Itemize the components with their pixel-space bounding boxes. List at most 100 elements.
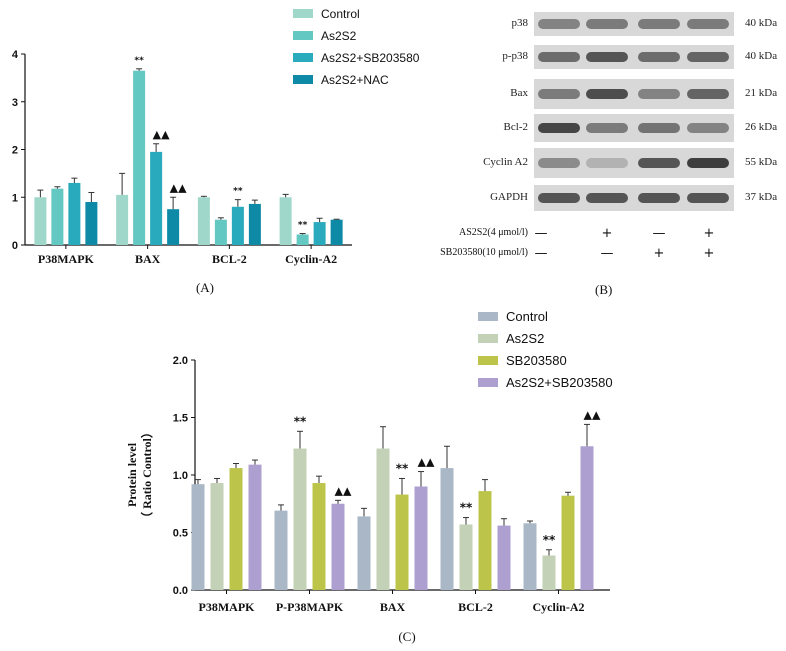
blot-band <box>638 19 680 29</box>
treatment-sign: + <box>653 246 665 261</box>
figure-caption: (A) <box>196 280 214 295</box>
legend-label: As2S2 <box>321 29 357 43</box>
y-axis-label-line2: （ Ratio Control） <box>139 426 154 524</box>
bar <box>312 483 326 590</box>
bar <box>542 555 556 590</box>
y-axis-label-line1: Protein level <box>125 442 139 507</box>
blot-band <box>687 123 729 133</box>
blot-band <box>638 89 680 99</box>
treatment-label: SB203580(10 μmol/l) <box>440 247 528 258</box>
x-category-label: P38MAPK <box>199 600 256 614</box>
x-category-label: BAX <box>135 252 161 266</box>
blot-size-label: 40 kDa <box>745 50 778 62</box>
blot-band <box>538 19 580 29</box>
blot-band <box>538 158 580 168</box>
bar <box>68 182 81 245</box>
caption-b: (B) <box>595 282 613 297</box>
legend-swatch <box>478 356 498 365</box>
significance-marker: ** <box>134 56 144 66</box>
treatment-sign: + <box>601 226 613 241</box>
blot-size-label: 37 kDa <box>745 191 778 203</box>
significance-marker: ▲▲ <box>584 408 601 421</box>
x-category-label: BCL-2 <box>212 252 247 266</box>
legend-swatch <box>478 312 498 321</box>
blot-band <box>586 19 628 29</box>
y-tick-label: 2.0 <box>173 355 188 367</box>
blot-band <box>538 193 580 203</box>
bar <box>85 202 98 245</box>
significance-marker: ** <box>294 414 307 428</box>
blot-label-gapdh: GAPDH <box>490 191 528 203</box>
blot-band <box>687 19 729 29</box>
bar <box>293 448 307 590</box>
y-tick-label: 3 <box>12 97 18 109</box>
bar <box>197 197 210 245</box>
bar <box>229 468 243 590</box>
y-tick-label: 1.5 <box>173 413 188 425</box>
blot-band <box>687 52 729 62</box>
blot-band <box>538 123 580 133</box>
bar <box>331 503 345 590</box>
legend-label: SB203580 <box>506 353 567 368</box>
x-category-label: BAX <box>380 600 406 614</box>
treatment-sign: + <box>703 226 715 241</box>
bar <box>330 219 343 245</box>
legend-label: As2S2 <box>506 331 544 346</box>
x-category-label: BCL-2 <box>458 600 493 614</box>
x-category-label: P38MAPK <box>38 252 95 266</box>
x-category-label: P-P38MAPK <box>276 600 344 614</box>
bar <box>51 188 64 245</box>
legend-label: As2S2+SB203580 <box>321 51 420 65</box>
blot-band <box>538 89 580 99</box>
blot-label-cyclin-a2: Cyclin A2 <box>483 156 528 168</box>
blot-label-p38: p38 <box>511 17 529 29</box>
x-category-label: Cyclin-A2 <box>533 600 585 614</box>
bar <box>357 516 371 590</box>
bar <box>459 524 473 590</box>
legend-swatch <box>293 31 313 40</box>
bar <box>210 483 224 590</box>
treatment-sign: + <box>703 246 715 261</box>
treatment-label: AS2S2(4 μmol/l) <box>459 227 528 238</box>
blot-label-bax: Bax <box>510 87 528 99</box>
blot-band <box>638 158 680 168</box>
bar <box>497 525 511 590</box>
treatment-sign: — <box>534 226 548 241</box>
legend-swatch <box>293 9 313 18</box>
bar <box>296 234 309 245</box>
blot-band <box>687 193 729 203</box>
blot-band <box>586 89 628 99</box>
significance-marker: ▲▲ <box>170 181 187 194</box>
treatment-sign: — <box>652 226 666 241</box>
y-axis-label: Protein level （ Ratio Control） <box>125 426 154 524</box>
significance-marker: ** <box>396 461 409 475</box>
blot-band <box>586 158 628 168</box>
bar <box>34 197 47 245</box>
figure-caption: (C) <box>398 629 415 644</box>
significance-marker: ▲▲ <box>335 484 352 497</box>
bar <box>478 491 492 590</box>
bar <box>231 206 244 245</box>
significance-marker: ▲▲ <box>418 456 435 469</box>
bar <box>274 510 288 590</box>
x-category-label: Cyclin-A2 <box>285 252 337 266</box>
blot-band <box>687 89 729 99</box>
significance-marker: ▲▲ <box>153 128 170 141</box>
significance-marker: ** <box>460 501 473 515</box>
blot-size-label: 40 kDa <box>745 17 778 29</box>
bar <box>523 523 537 590</box>
blot-size-label: 21 kDa <box>745 87 778 99</box>
bar <box>395 494 409 590</box>
treatment-sign: — <box>600 246 614 261</box>
blot-band <box>538 52 580 62</box>
blot-size-label: 26 kDa <box>745 121 778 133</box>
bar <box>561 495 575 590</box>
legend-label: As2S2+SB203580 <box>506 375 613 390</box>
y-tick-label: 0.5 <box>173 528 188 540</box>
bar <box>167 209 180 245</box>
blot-band <box>586 193 628 203</box>
bar <box>248 464 262 590</box>
significance-marker: ** <box>233 187 243 197</box>
